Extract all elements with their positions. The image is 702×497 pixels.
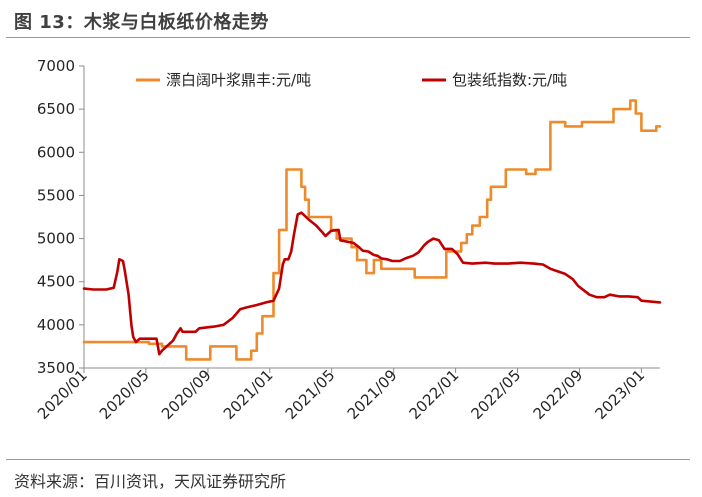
title-rule bbox=[6, 37, 690, 38]
x-tick-label: 2021/09 bbox=[344, 366, 401, 423]
x-tick-label: 2021/05 bbox=[282, 366, 339, 423]
series-layer bbox=[82, 99, 662, 361]
series-line-board bbox=[82, 211, 662, 356]
series-line-pulp bbox=[82, 99, 662, 361]
source-rule bbox=[6, 459, 690, 460]
figure-title: 图 13：木浆与白板纸价格走势 bbox=[14, 12, 269, 33]
y-tick-label: 5500 bbox=[37, 186, 75, 204]
source-note: 资料来源：百川资讯，天风证券研究所 bbox=[14, 472, 287, 491]
legend-label: 包装纸指数:元/吨 bbox=[452, 71, 567, 89]
x-tick-label: 2021/01 bbox=[220, 366, 277, 423]
x-tick-label: 2023/01 bbox=[591, 366, 648, 423]
x-tick-label: 2022/01 bbox=[406, 366, 463, 423]
y-tick-label: 5000 bbox=[37, 230, 75, 248]
legend: 漂白阔叶浆鼎丰:元/吨 包装纸指数:元/吨 bbox=[136, 71, 567, 89]
legend-label: 漂白阔叶浆鼎丰:元/吨 bbox=[166, 71, 311, 89]
x-tick-label: 2022/05 bbox=[468, 366, 525, 423]
y-tick-label: 3500 bbox=[37, 359, 75, 377]
x-tick-label: 2020/09 bbox=[158, 366, 215, 423]
y-tick-label: 6500 bbox=[37, 100, 75, 118]
x-tick-label: 2020/05 bbox=[96, 366, 153, 423]
y-tick-label: 7000 bbox=[37, 57, 75, 75]
x-tick-label: 2022/09 bbox=[530, 366, 587, 423]
y-tick-label: 6000 bbox=[37, 143, 75, 161]
y-tick-label: 4000 bbox=[37, 316, 75, 334]
y-tick-label: 4500 bbox=[37, 273, 75, 291]
